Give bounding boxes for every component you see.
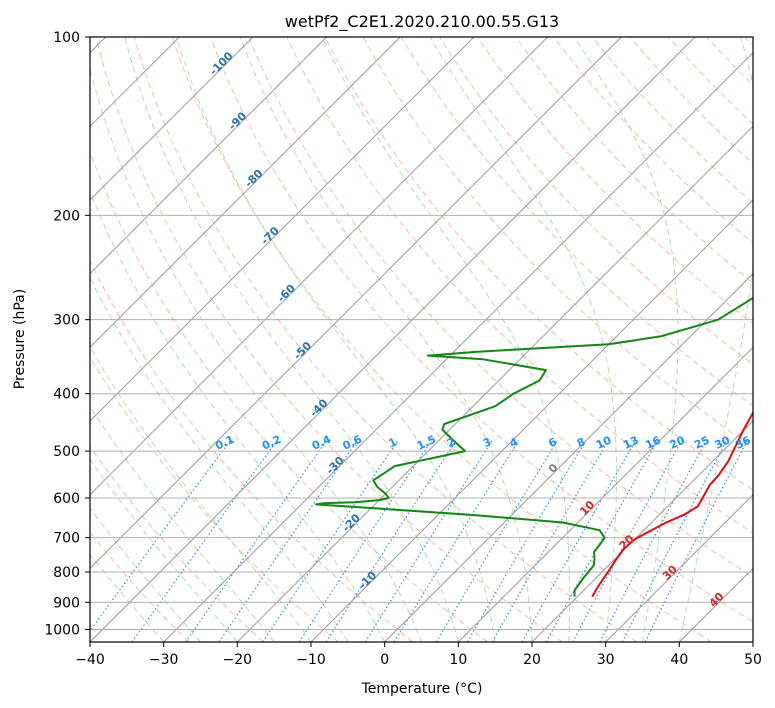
plot-frame xyxy=(89,36,754,643)
x-tick-label: −40 xyxy=(75,652,105,668)
isotherm-line xyxy=(310,199,753,642)
x-axis-label: Temperature (°C) xyxy=(361,681,483,697)
dry-adiabat-line xyxy=(400,37,753,407)
y-tick-label: 300 xyxy=(53,313,80,329)
moist-adiabat-line xyxy=(321,37,571,642)
isotherm-line xyxy=(605,493,753,642)
moist-adiabat-line xyxy=(90,507,201,642)
x-tick-label: 10 xyxy=(449,652,467,668)
mixing-ratio-line xyxy=(644,440,748,642)
isotherm-line xyxy=(90,37,328,275)
mixing-ratio-line xyxy=(364,440,493,642)
x-tick-label: 0 xyxy=(380,652,389,668)
moist-adiabat-line xyxy=(90,189,386,642)
moist-adiabat-line xyxy=(429,37,617,642)
moist-adiabat-line xyxy=(678,37,753,642)
dry-adiabat-line xyxy=(629,37,753,165)
x-tick-label: 30 xyxy=(597,652,615,668)
x-tick-label: 40 xyxy=(670,652,688,668)
pressure-gridlines xyxy=(90,37,753,630)
dry-adiabat-line xyxy=(324,37,753,491)
y-axis-label: Pressure (hPa) xyxy=(12,289,28,389)
y-tick-label: 700 xyxy=(53,531,80,547)
moist-adiabat-line xyxy=(90,553,165,642)
isotherm-line xyxy=(90,37,622,570)
sounding-series xyxy=(315,296,753,598)
moist-adiabat-line xyxy=(90,66,422,642)
dry-adiabat-line xyxy=(133,37,638,642)
y-tick-label: 200 xyxy=(53,208,80,224)
dry-adiabat-line xyxy=(591,37,753,204)
temperature-line xyxy=(591,410,753,598)
x-tick-label: −10 xyxy=(296,652,326,668)
isotherm-line xyxy=(90,37,475,422)
isotherm-line xyxy=(457,346,753,642)
moist-adiabat-line xyxy=(90,458,238,642)
mixing-ratio-label: 20 xyxy=(668,433,688,451)
chart-title: wetPf2_C2E1.2020.210.00.55.G13 xyxy=(285,12,559,32)
mixing-ratio-label: 36 xyxy=(733,433,753,451)
mixing-ratio-line xyxy=(298,440,432,642)
mixing-ratio-line xyxy=(262,440,399,642)
mixing-ratio-label: 16 xyxy=(643,433,663,451)
moist-adiabat-line xyxy=(90,276,349,642)
dry-adiabat-line xyxy=(171,37,712,642)
y-tick-label: 100 xyxy=(53,30,80,46)
dewpoint-line xyxy=(315,296,753,597)
moist-adiabat-line xyxy=(239,37,533,642)
moist-adiabat-line xyxy=(90,405,275,642)
moist-adiabat-line xyxy=(124,37,459,642)
isotherms xyxy=(90,37,753,642)
isotherm-line xyxy=(163,51,753,642)
dry-adiabat-line xyxy=(477,37,753,325)
y-axis-ticks: 100 200 300 400 500 600 700 800 900 1000 xyxy=(44,30,90,638)
dry-adiabat-line xyxy=(90,259,414,642)
mixing-ratio-line xyxy=(185,440,328,642)
mixing-ratio-label: 25 xyxy=(692,434,711,452)
mixing-ratio-line xyxy=(545,440,659,642)
dry-adiabat-line xyxy=(515,37,753,284)
x-tick-label: 50 xyxy=(744,652,762,668)
x-tick-label: −30 xyxy=(149,652,179,668)
y-tick-label: 1000 xyxy=(44,622,80,638)
mixing-ratio-line xyxy=(131,440,278,642)
isotherm-line xyxy=(90,37,549,496)
dry-adiabat-line xyxy=(95,37,563,642)
isotherm-line xyxy=(90,37,696,642)
isotherm-line xyxy=(236,125,753,642)
mixing-ratio-line xyxy=(435,440,558,642)
dry-adiabat-line xyxy=(90,445,264,642)
x-axis-ticks: −40 −30 −20 −10 0 10 20 30 40 50 xyxy=(75,642,762,668)
moist-adiabat-line xyxy=(573,37,679,642)
mixing-ratio-line xyxy=(491,440,609,642)
mixing-ratio-label: 30 xyxy=(713,433,733,451)
mixing-ratio-label: 10 xyxy=(594,433,614,451)
mixing-ratio-line xyxy=(90,440,231,632)
moist-adiabats xyxy=(90,37,753,642)
y-tick-label: 500 xyxy=(53,444,80,460)
isotherm-line xyxy=(90,37,401,349)
y-tick-label: 800 xyxy=(53,565,80,581)
mixing-ratio-line xyxy=(521,440,637,642)
isotherm-line xyxy=(384,272,753,642)
y-tick-label: 400 xyxy=(53,387,80,403)
mixing-ratio-line xyxy=(466,440,587,642)
mixing-ratio-label: 13 xyxy=(621,434,640,452)
mixing-ratio-line xyxy=(325,440,457,642)
x-tick-label: 20 xyxy=(523,652,541,668)
x-tick-label: −20 xyxy=(223,652,253,668)
isotherm-line xyxy=(90,37,254,201)
y-tick-label: 900 xyxy=(53,595,80,611)
y-tick-label: 600 xyxy=(53,491,80,507)
dry-adiabat-line xyxy=(248,37,753,578)
moist-adiabat-line xyxy=(175,37,496,642)
